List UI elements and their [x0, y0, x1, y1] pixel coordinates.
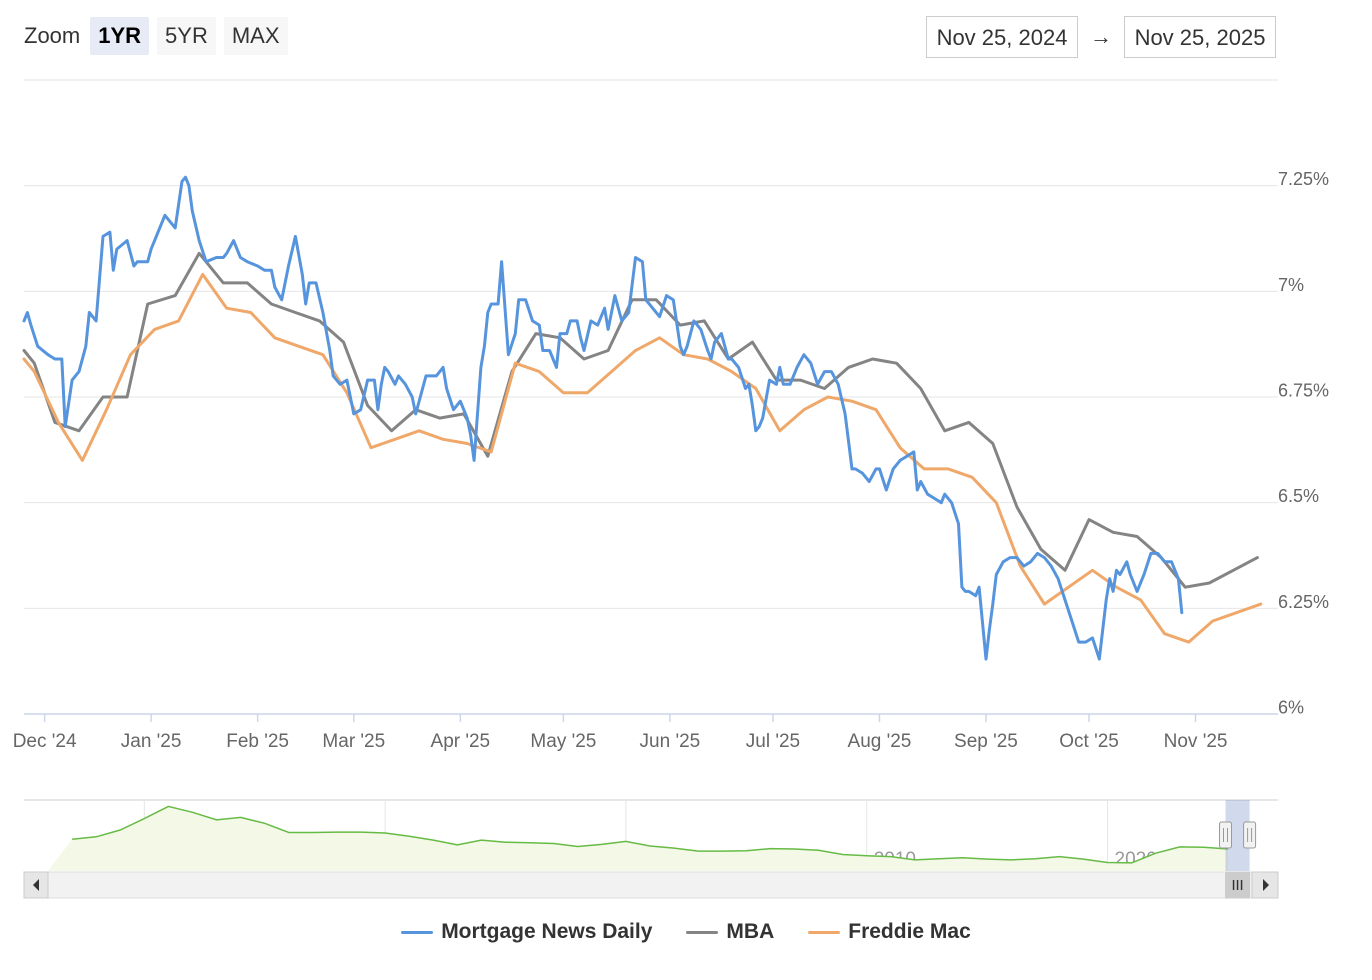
zoom-toolbar: Zoom 1YR 5YR MAX — [24, 16, 288, 56]
chevron-right-icon — [1263, 879, 1269, 891]
legend-item-mortgage-news-daily[interactable]: Mortgage News Daily — [401, 920, 652, 944]
legend-label-freddie: Freddie Mac — [848, 920, 971, 943]
navigator-handle-left — [1219, 821, 1233, 849]
x-tick-label: Sep '25 — [954, 731, 1018, 752]
zoom-1yr-button[interactable]: 1YR — [90, 17, 150, 55]
legend-swatch-mnd — [401, 930, 434, 934]
scrollbar-track — [23, 871, 1279, 899]
x-tick-label: Feb '25 — [226, 731, 289, 752]
x-tick-label: Mar '25 — [322, 731, 385, 752]
legend-label-mba: MBA — [726, 920, 775, 943]
y-tick-label: 7.25% — [1278, 169, 1329, 189]
zoom-max-button[interactable]: MAX — [223, 17, 288, 55]
scroll-right-button — [1251, 871, 1279, 899]
x-tick-label: Nov '25 — [1164, 731, 1228, 752]
legend-item-mba[interactable]: MBA — [686, 920, 774, 944]
series-line-mba — [22, 251, 1259, 589]
y-tick-label: 6.5% — [1278, 486, 1319, 506]
x-tick-label: Apr '25 — [431, 731, 491, 752]
x-tick-label: Jan '25 — [121, 731, 182, 752]
rate-chart: 6% 6.25% 6.5% 6.75% 7% 7.25% Dec '24 Jan '25 Feb… — [13, 79, 1329, 899]
range-arrow: → — [1090, 24, 1112, 49]
x-tick-label: Dec '24 — [13, 731, 77, 752]
series-line-mortgage-news-daily — [22, 175, 1184, 661]
x-tick-label: Jul '25 — [746, 731, 800, 752]
legend-label-mnd: Mortgage News Daily — [441, 920, 653, 943]
x-tick-label: Oct '25 — [1059, 731, 1119, 752]
legend-item-freddie-mac[interactable]: Freddie Mac — [808, 920, 971, 944]
scroll-left-button — [23, 871, 49, 899]
chevron-left-icon — [33, 879, 39, 891]
navigator-handle-right — [1243, 821, 1257, 849]
date-range-selector: → — [926, 16, 1276, 58]
zoom-5yr-button[interactable]: 5YR — [157, 17, 216, 55]
chart-legend: Mortgage News Daily MBA Freddie Mac — [0, 920, 1372, 944]
navigator-series-line — [72, 805, 1228, 864]
legend-swatch-freddie — [808, 930, 841, 934]
navigator-area — [48, 806, 1228, 871]
range-to-input[interactable] — [1124, 16, 1276, 58]
legend-swatch-mba — [686, 930, 719, 934]
range-from-input[interactable] — [926, 16, 1078, 58]
y-tick-label: 7% — [1278, 275, 1304, 295]
x-tick-label: May '25 — [530, 731, 596, 752]
x-tick-label: Jun '25 — [640, 731, 701, 752]
series-line-freddie-mac — [22, 272, 1263, 644]
y-tick-label: 6.25% — [1278, 592, 1329, 612]
y-tick-label: 6.75% — [1278, 381, 1329, 401]
y-tick-label: 6% — [1278, 698, 1304, 718]
x-tick-label: Aug '25 — [848, 731, 912, 752]
zoom-label: Zoom — [24, 23, 81, 48]
